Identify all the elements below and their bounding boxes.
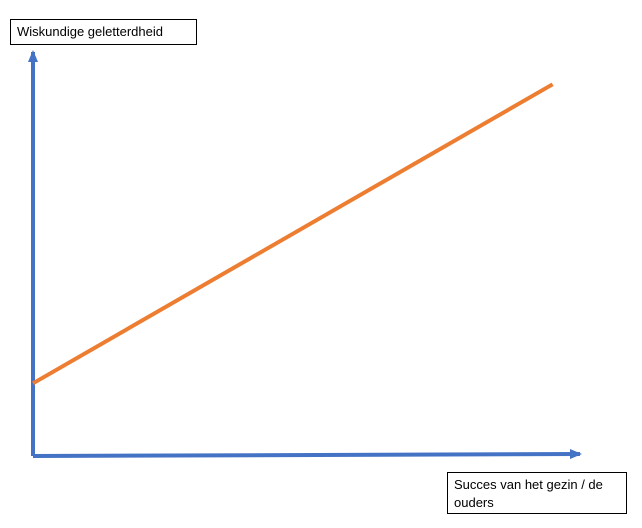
y-axis-label-text: Wiskundige geletterdheid <box>17 24 163 39</box>
x-axis-label-text: Succes van het gezin / de ouders <box>454 477 603 510</box>
series-line-1 <box>32 82 554 386</box>
y-axis-label: Wiskundige geletterdheid <box>10 19 197 45</box>
series-layer <box>32 82 554 386</box>
x-axis-label: Succes van het gezin / de ouders <box>447 472 627 514</box>
x-axis <box>32 449 582 460</box>
